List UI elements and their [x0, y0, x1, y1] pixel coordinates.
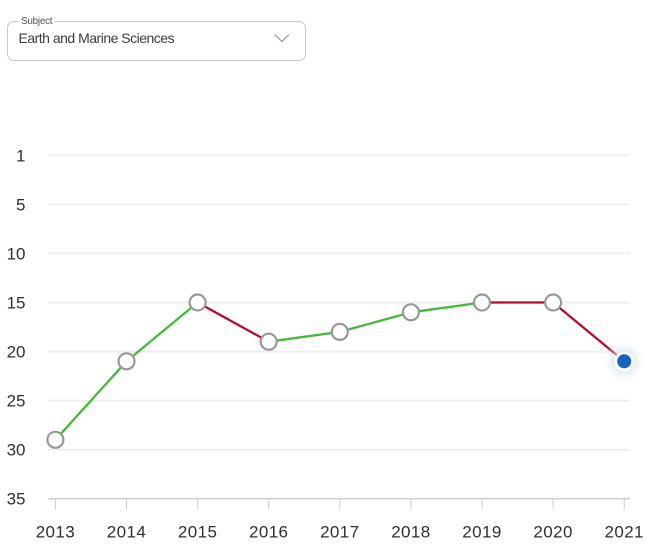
svg-text:2015: 2015: [178, 523, 217, 542]
svg-text:25: 25: [7, 392, 26, 411]
svg-text:2019: 2019: [462, 523, 501, 542]
svg-text:35: 35: [7, 490, 26, 509]
svg-text:2014: 2014: [107, 523, 146, 542]
svg-text:2016: 2016: [249, 523, 288, 542]
svg-text:2018: 2018: [391, 523, 430, 542]
svg-text:1: 1: [16, 146, 25, 165]
svg-text:2021: 2021: [604, 523, 643, 542]
svg-text:15: 15: [7, 294, 26, 313]
svg-text:5: 5: [16, 195, 25, 214]
svg-text:30: 30: [7, 441, 26, 460]
svg-text:2020: 2020: [533, 523, 572, 542]
svg-text:10: 10: [7, 244, 26, 263]
svg-text:2013: 2013: [36, 523, 75, 542]
svg-text:20: 20: [7, 343, 26, 362]
svg-text:2017: 2017: [320, 523, 359, 542]
